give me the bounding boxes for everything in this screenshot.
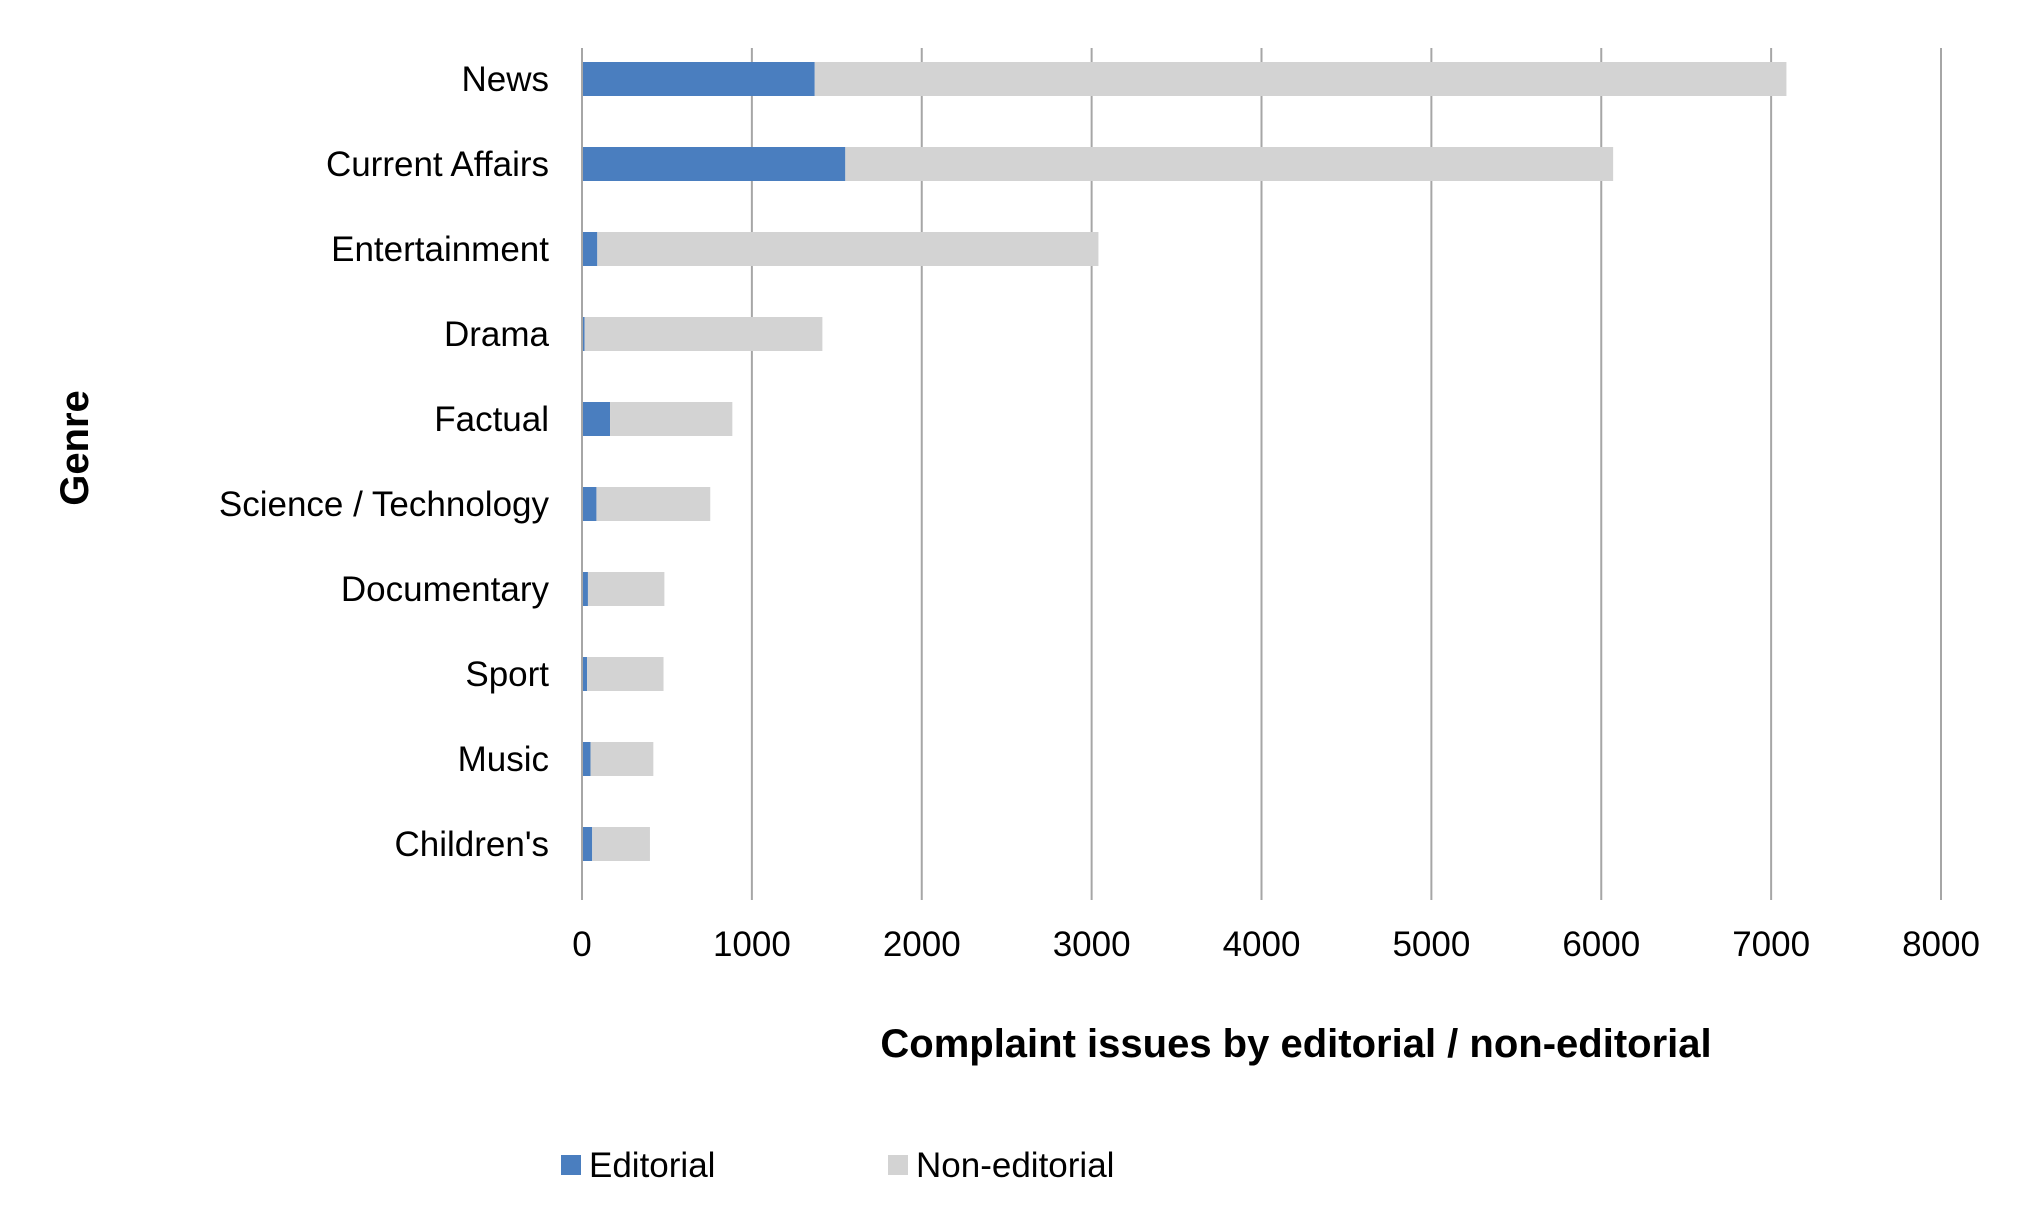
bar-non-editorial: [587, 572, 665, 606]
category-label: Music: [458, 740, 549, 779]
x-tick-label: 8000: [1902, 925, 1980, 964]
bar-non-editorial: [597, 232, 1099, 266]
x-tick-label: 4000: [1223, 925, 1301, 964]
bar-editorial: [582, 232, 598, 266]
bar-non-editorial: [814, 62, 1787, 96]
bar-editorial: [582, 402, 611, 436]
x-tick-label: 7000: [1732, 925, 1810, 964]
bars: [582, 62, 1787, 861]
bar-editorial: [582, 572, 588, 606]
x-tick-label: 5000: [1392, 925, 1470, 964]
y-axis-title: Genre: [53, 390, 97, 506]
x-tick-label: 3000: [1053, 925, 1131, 964]
x-tick-label: 0: [572, 925, 591, 964]
legend-swatch: [561, 1155, 581, 1175]
bar-editorial: [582, 62, 815, 96]
category-label: Factual: [434, 400, 549, 439]
bar-non-editorial: [587, 657, 664, 691]
bar-non-editorial: [584, 317, 823, 351]
bar-non-editorial: [596, 487, 711, 521]
category-label: Documentary: [341, 570, 550, 609]
category-label: News: [461, 60, 549, 99]
category-label: Children's: [394, 825, 549, 864]
x-tick-label: 6000: [1562, 925, 1640, 964]
bar-editorial: [582, 317, 585, 351]
category-labels: News Current Affairs Entertainment Drama Fac…: [219, 60, 550, 864]
x-tick-label: 2000: [883, 925, 961, 964]
x-tick-label: 1000: [713, 925, 791, 964]
tick-labels: 0 1000 2000 3000 4000 5000 6000 7000 8000: [572, 925, 1980, 964]
bar-editorial: [582, 657, 588, 691]
bar-non-editorial: [845, 147, 1614, 181]
bar-editorial: [582, 742, 591, 776]
gridlines: [750, 48, 1942, 900]
category-label: Drama: [444, 315, 550, 354]
legend-label: Non-editorial: [916, 1146, 1114, 1185]
category-label: Sport: [465, 655, 549, 694]
category-label: Entertainment: [331, 230, 549, 269]
bar-non-editorial: [610, 402, 733, 436]
bar-editorial: [582, 827, 593, 861]
bar-non-editorial: [590, 742, 654, 776]
category-label: Science / Technology: [219, 485, 550, 524]
legend-swatch: [888, 1155, 908, 1175]
legend: Editorial Non-editorial: [561, 1146, 1114, 1185]
bar-editorial: [582, 147, 846, 181]
x-axis-title: Complaint issues by editorial / non-edit…: [880, 1022, 1711, 1066]
bar-editorial: [582, 487, 597, 521]
legend-label: Editorial: [589, 1146, 715, 1185]
bar-non-editorial: [592, 827, 650, 861]
category-label: Current Affairs: [326, 145, 549, 184]
